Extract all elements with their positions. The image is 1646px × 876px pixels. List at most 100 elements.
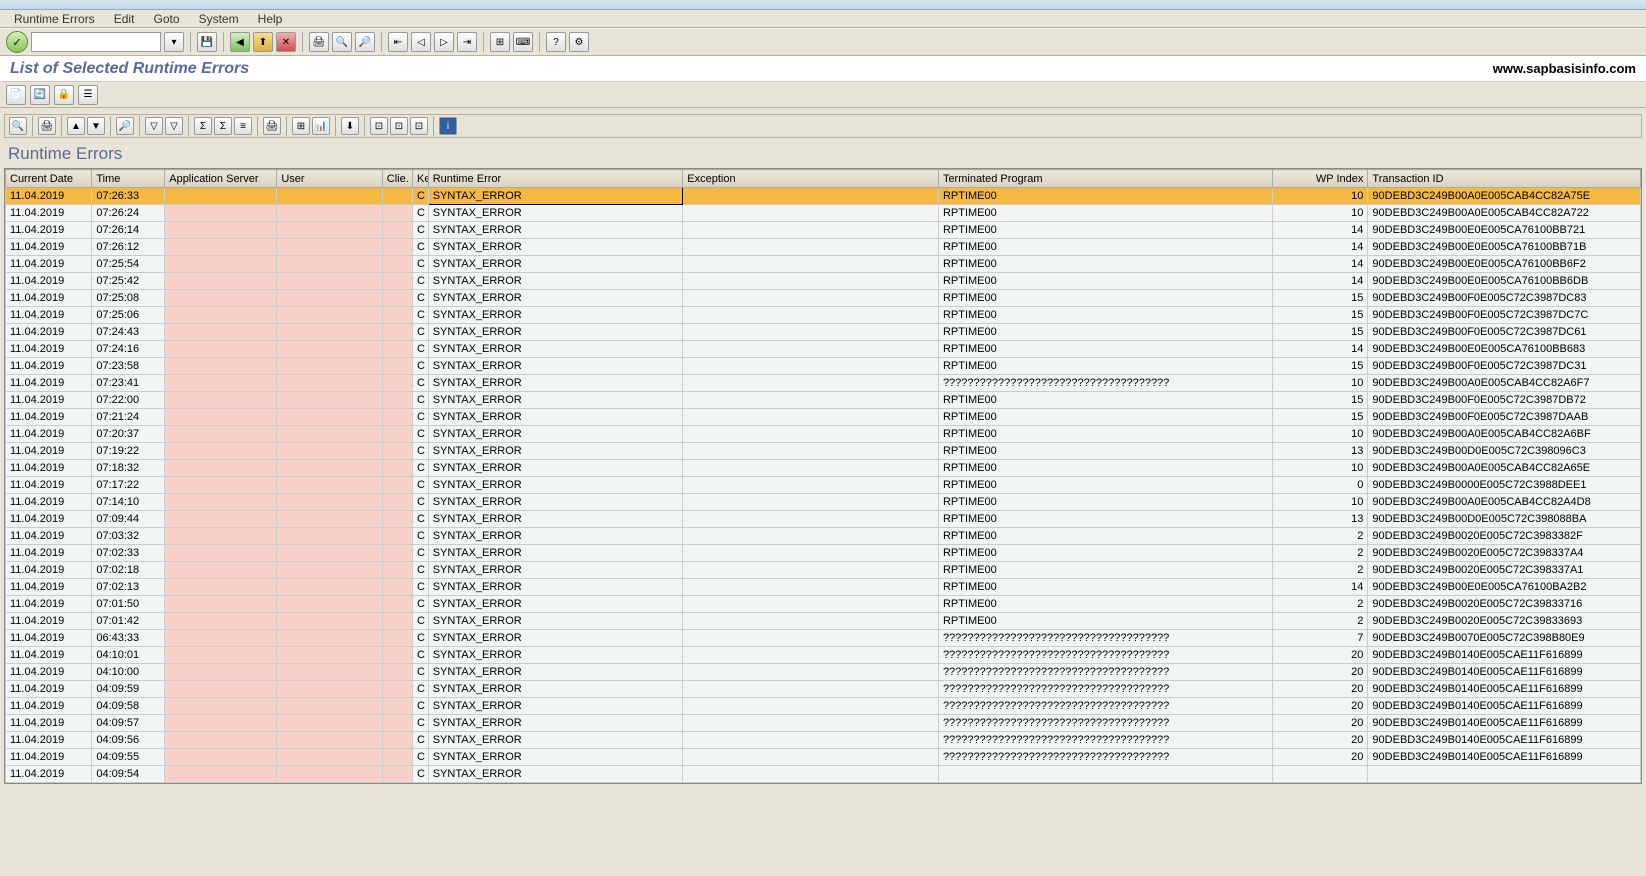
layout-icon[interactable]: ⚙	[569, 32, 589, 52]
table-row[interactable]: 11.04.201907:09:44CSYNTAX_ERRORRPTIME001…	[6, 511, 1641, 528]
table-row[interactable]: 11.04.201907:02:33CSYNTAX_ERRORRPTIME002…	[6, 545, 1641, 562]
table-row[interactable]: 11.04.201907:26:33CSYNTAX_ERRORRPTIME001…	[6, 188, 1641, 205]
enter-button[interactable]: ✓	[6, 31, 28, 53]
layout-chg-icon[interactable]: ⊡	[370, 117, 388, 135]
select-icon[interactable]: ☰	[78, 85, 98, 105]
menu-system[interactable]: System	[191, 10, 247, 28]
table-cell: SYNTAX_ERROR	[428, 579, 683, 596]
next-page-icon[interactable]: ▷	[434, 32, 454, 52]
refresh-icon[interactable]: 🔄	[30, 85, 50, 105]
table-cell: 90DEBD3C249B0020E005C72C398337A4	[1368, 545, 1641, 562]
layout-save-icon[interactable]: ⊡	[410, 117, 428, 135]
shortcut-icon[interactable]: ⌨	[513, 32, 533, 52]
table-row[interactable]: 11.04.201907:25:08CSYNTAX_ERRORRPTIME001…	[6, 290, 1641, 307]
table-row[interactable]: 11.04.201904:09:55CSYNTAX_ERROR?????????…	[6, 749, 1641, 766]
layout-sel-icon[interactable]: ⊡	[390, 117, 408, 135]
table-row[interactable]: 11.04.201906:43:33CSYNTAX_ERROR?????????…	[6, 630, 1641, 647]
menu-help[interactable]: Help	[250, 10, 291, 28]
alv-find-icon[interactable]: 🔎	[116, 117, 134, 135]
col-header[interactable]: Ke	[413, 170, 429, 188]
table-cell: 90DEBD3C249B00E0E005CA76100BA2B2	[1368, 579, 1641, 596]
command-field[interactable]	[31, 32, 161, 52]
table-cell	[683, 307, 939, 324]
document-icon[interactable]: 📄	[6, 85, 26, 105]
find-next-icon[interactable]: 🔎	[355, 32, 375, 52]
cancel-icon[interactable]: ✕	[276, 32, 296, 52]
export-icon[interactable]: ⬇	[341, 117, 359, 135]
table-row[interactable]: 11.04.201907:14:10CSYNTAX_ERRORRPTIME001…	[6, 494, 1641, 511]
col-header[interactable]: Runtime Error	[428, 170, 683, 188]
col-header[interactable]: Exception	[683, 170, 939, 188]
locked-icon[interactable]: 🔒	[54, 85, 74, 105]
col-header[interactable]: Transaction ID	[1368, 170, 1641, 188]
find-icon[interactable]: 🔍	[332, 32, 352, 52]
details-icon[interactable]: 🔍	[9, 117, 27, 135]
table-row[interactable]: 11.04.201907:19:22CSYNTAX_ERRORRPTIME001…	[6, 443, 1641, 460]
table-row[interactable]: 11.04.201907:23:58CSYNTAX_ERRORRPTIME001…	[6, 358, 1641, 375]
exit-icon[interactable]: ⬆	[253, 32, 273, 52]
table-row[interactable]: 11.04.201907:25:54CSYNTAX_ERRORRPTIME001…	[6, 256, 1641, 273]
table-row[interactable]: 11.04.201907:01:42CSYNTAX_ERRORRPTIME002…	[6, 613, 1641, 630]
subtotal-icon[interactable]: Σ	[214, 117, 232, 135]
col-header[interactable]: User	[277, 170, 382, 188]
sort-desc-icon[interactable]: ▼	[87, 117, 105, 135]
table-row[interactable]: 11.04.201907:22:00CSYNTAX_ERRORRPTIME001…	[6, 392, 1641, 409]
table-row[interactable]: 11.04.201907:26:14CSYNTAX_ERRORRPTIME001…	[6, 222, 1641, 239]
table-cell: SYNTAX_ERROR	[428, 222, 683, 239]
table-row[interactable]: 11.04.201907:25:42CSYNTAX_ERRORRPTIME001…	[6, 273, 1641, 290]
dropdown-icon[interactable]: ▾	[164, 32, 184, 52]
filter-del-icon[interactable]: ▽	[165, 117, 183, 135]
col-header[interactable]: Time	[92, 170, 165, 188]
views-icon[interactable]: ⊞	[292, 117, 310, 135]
table-row[interactable]: 11.04.201907:26:12CSYNTAX_ERRORRPTIME001…	[6, 239, 1641, 256]
prev-page-icon[interactable]: ◁	[411, 32, 431, 52]
table-row[interactable]: 11.04.201907:18:32CSYNTAX_ERRORRPTIME001…	[6, 460, 1641, 477]
table-row[interactable]: 11.04.201907:23:41CSYNTAX_ERROR?????????…	[6, 375, 1641, 392]
table-row[interactable]: 11.04.201907:21:24CSYNTAX_ERRORRPTIME001…	[6, 409, 1641, 426]
table-row[interactable]: 11.04.201904:09:57CSYNTAX_ERROR?????????…	[6, 715, 1641, 732]
table-row[interactable]: 11.04.201907:26:24CSYNTAX_ERRORRPTIME001…	[6, 205, 1641, 222]
back-icon[interactable]: ◀	[230, 32, 250, 52]
table-row[interactable]: 11.04.201904:09:56CSYNTAX_ERROR?????????…	[6, 732, 1641, 749]
table-row[interactable]: 11.04.201907:17:22CSYNTAX_ERRORRPTIME000…	[6, 477, 1641, 494]
table-row[interactable]: 11.04.201904:09:59CSYNTAX_ERROR?????????…	[6, 681, 1641, 698]
print-icon[interactable]: 🖨	[309, 32, 329, 52]
table-row[interactable]: 11.04.201907:03:32CSYNTAX_ERRORRPTIME002…	[6, 528, 1641, 545]
table-row[interactable]: 11.04.201904:09:54CSYNTAX_ERROR	[6, 766, 1641, 783]
new-session-icon[interactable]: ⊞	[490, 32, 510, 52]
table-cell: 10	[1273, 426, 1368, 443]
table-row[interactable]: 11.04.201907:01:50CSYNTAX_ERRORRPTIME002…	[6, 596, 1641, 613]
table-row[interactable]: 11.04.201907:20:37CSYNTAX_ERRORRPTIME001…	[6, 426, 1641, 443]
table-row[interactable]: 11.04.201907:24:16CSYNTAX_ERRORRPTIME001…	[6, 341, 1641, 358]
table-row[interactable]: 11.04.201907:24:43CSYNTAX_ERRORRPTIME001…	[6, 324, 1641, 341]
table-row[interactable]: 11.04.201904:10:01CSYNTAX_ERROR?????????…	[6, 647, 1641, 664]
table-row[interactable]: 11.04.201904:09:58CSYNTAX_ERROR?????????…	[6, 698, 1641, 715]
col-header[interactable]: Current Date	[6, 170, 92, 188]
alv-print-icon[interactable]: 🖨	[38, 117, 56, 135]
table-row[interactable]: 11.04.201907:25:06CSYNTAX_ERRORRPTIME001…	[6, 307, 1641, 324]
table-cell: 90DEBD3C249B00E0E005CA76100BB6F2	[1368, 256, 1641, 273]
menu-runtime-errors[interactable]: Runtime Errors	[6, 10, 103, 28]
col-header[interactable]: WP Index	[1273, 170, 1368, 188]
last-page-icon[interactable]: ⇥	[457, 32, 477, 52]
table-cell	[1368, 766, 1641, 783]
first-page-icon[interactable]: ⇤	[388, 32, 408, 52]
table-row[interactable]: 11.04.201904:10:00CSYNTAX_ERROR?????????…	[6, 664, 1641, 681]
col-header[interactable]: Clie.	[382, 170, 412, 188]
table-cell	[382, 681, 412, 698]
help-icon[interactable]: ?	[546, 32, 566, 52]
col-header[interactable]: Terminated Program	[938, 170, 1272, 188]
sort-asc-icon[interactable]: ▲	[67, 117, 85, 135]
menu-goto[interactable]: Goto	[146, 10, 188, 28]
excel-icon[interactable]: 📊	[312, 117, 330, 135]
filter-icon[interactable]: ▽	[145, 117, 163, 135]
col-header[interactable]: Application Server	[165, 170, 277, 188]
info-icon[interactable]: i	[439, 117, 457, 135]
table-row[interactable]: 11.04.201907:02:13CSYNTAX_ERRORRPTIME001…	[6, 579, 1641, 596]
save-icon[interactable]: 💾	[197, 32, 217, 52]
menu-edit[interactable]: Edit	[106, 10, 143, 28]
table-row[interactable]: 11.04.201907:02:18CSYNTAX_ERRORRPTIME002…	[6, 562, 1641, 579]
alv-print2-icon[interactable]: 🖨	[263, 117, 281, 135]
sum-icon[interactable]: Σ	[194, 117, 212, 135]
subtotal2-icon[interactable]: ≡	[234, 117, 252, 135]
